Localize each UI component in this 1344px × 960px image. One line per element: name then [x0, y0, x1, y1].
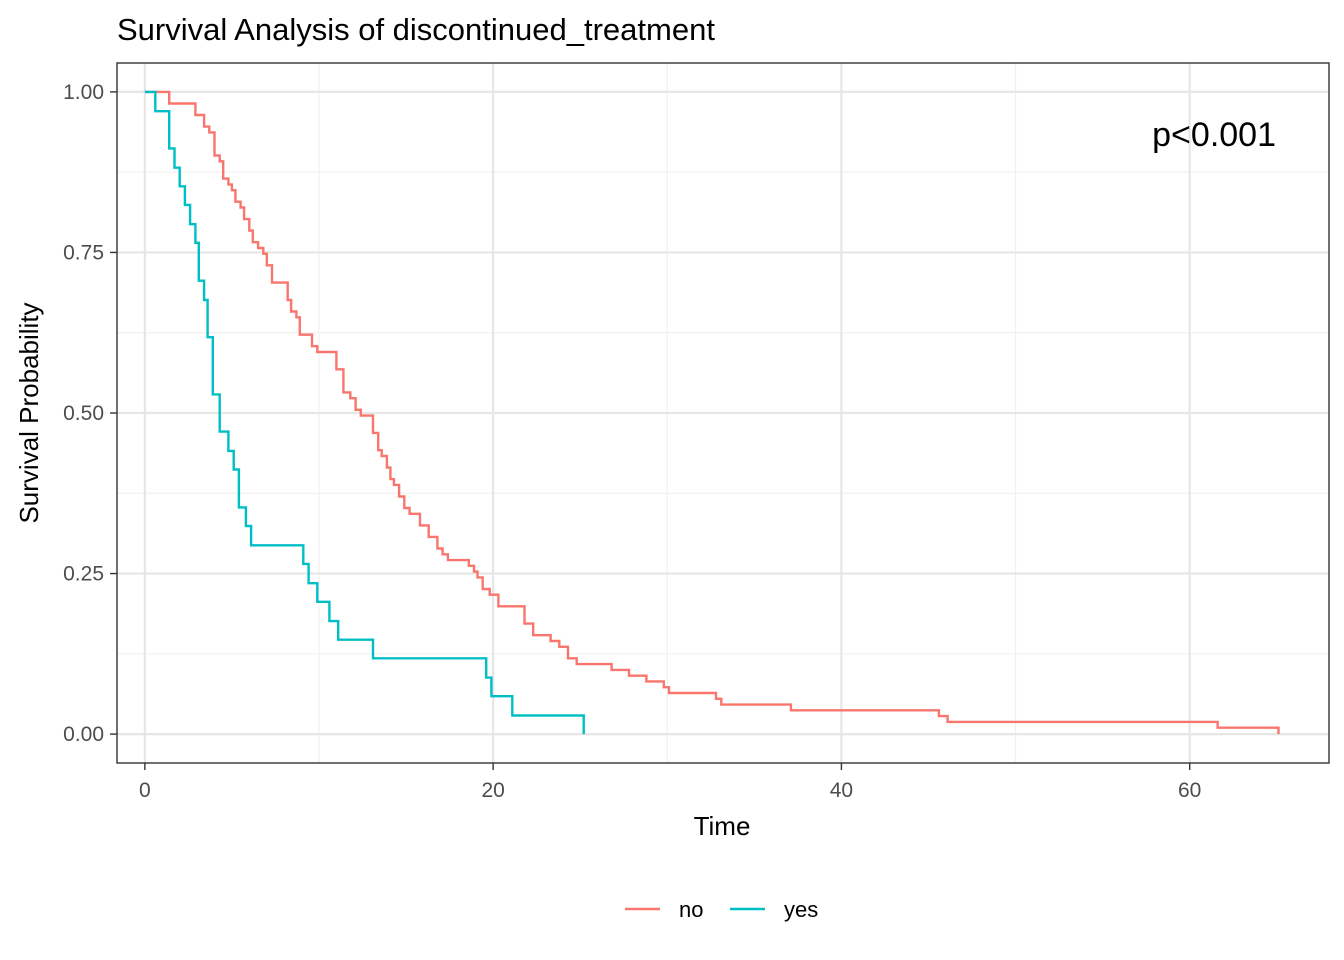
y-tick-label: 0.25 — [63, 563, 104, 586]
legend-label-no: no — [679, 897, 703, 922]
x-tick-label: 0 — [139, 779, 151, 802]
y-axis-title: Survival Probability — [14, 302, 44, 523]
p-value-annotation: p<0.001 — [1152, 116, 1276, 154]
survival-curve-yes — [144, 90, 585, 735]
x-tick-label: 40 — [830, 779, 853, 802]
legend: no yes — [625, 897, 818, 922]
plot-panel — [116, 62, 1330, 764]
y-tick-label: 0.75 — [63, 241, 104, 264]
x-tick-label: 60 — [1178, 779, 1201, 802]
x-tick-label: 20 — [481, 779, 504, 802]
y-tick-label: 0.50 — [63, 402, 104, 425]
x-axis-title: Time — [694, 811, 751, 841]
chart-title: Survival Analysis of discontinued_treatm… — [117, 12, 715, 47]
y-tick-label: 1.00 — [63, 81, 104, 104]
axis-ticks: 0 20 40 60 0.00 0.25 0.50 0.75 1.00 — [63, 81, 1201, 802]
y-tick-label: 0.00 — [63, 723, 104, 746]
survival-curve-no — [144, 90, 1280, 735]
legend-label-yes: yes — [784, 897, 818, 922]
